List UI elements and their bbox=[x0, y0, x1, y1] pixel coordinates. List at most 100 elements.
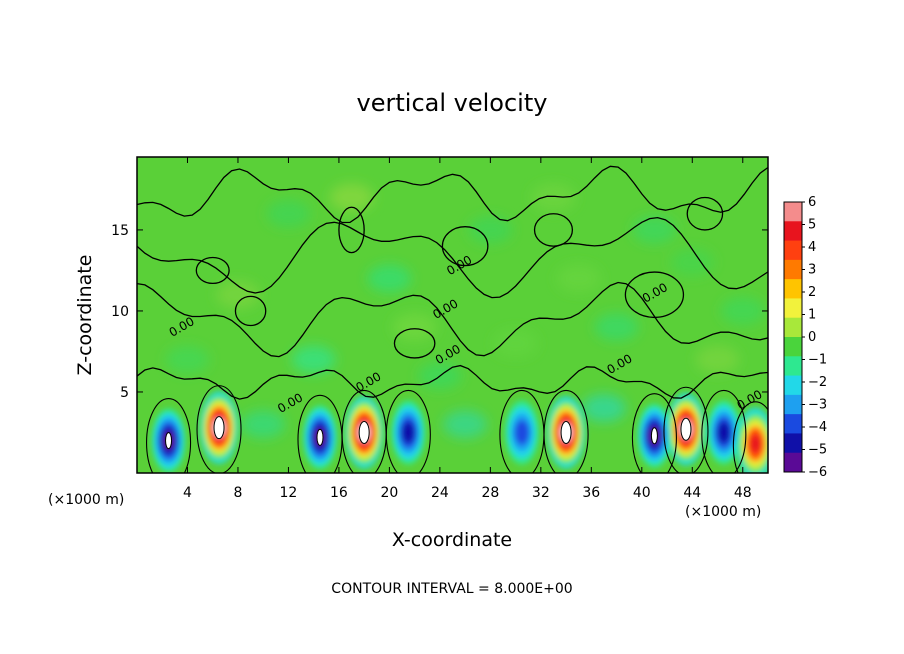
contour-line bbox=[137, 165, 768, 224]
y-tick-label: 10 bbox=[111, 304, 129, 320]
colorbar-swatch bbox=[784, 317, 802, 338]
downdraft-ring bbox=[717, 421, 731, 444]
field-patch bbox=[443, 410, 488, 439]
field-patch bbox=[720, 296, 765, 325]
colorbar-swatch bbox=[784, 375, 802, 396]
x-axis-label: X-coordinate bbox=[392, 529, 512, 551]
colorbar-swatch bbox=[784, 259, 802, 280]
cell-contour bbox=[631, 393, 677, 473]
field-patch bbox=[531, 183, 576, 212]
cell-contour bbox=[732, 401, 768, 473]
colorbar: 6 5 4 3 2 1 0 −1 −2 −3 −4 −5 −6 bbox=[783, 195, 827, 480]
colorbar-label: −3 bbox=[808, 398, 827, 413]
contour-loop bbox=[624, 271, 685, 319]
downdraft-core bbox=[316, 428, 324, 446]
contour-line bbox=[137, 281, 768, 358]
x-axis: 4 8 12 16 20 24 28 32 36 40 44 48 bbox=[183, 157, 752, 501]
field-patch bbox=[493, 329, 538, 358]
x-tick-label: 36 bbox=[582, 485, 600, 501]
y-tick-label: 15 bbox=[111, 223, 129, 239]
contour-loop bbox=[533, 213, 574, 247]
colorbar-swatch bbox=[784, 394, 802, 415]
field-patch bbox=[581, 394, 626, 423]
updraft-cell bbox=[345, 396, 384, 469]
field-patch bbox=[329, 183, 374, 212]
contour-loop bbox=[441, 226, 489, 267]
colorbar-label: −4 bbox=[808, 420, 827, 435]
colorbar-swatch bbox=[784, 202, 802, 222]
x-tick-label: 44 bbox=[683, 485, 701, 501]
downdraft-cell bbox=[504, 400, 539, 465]
downdraft-cell bbox=[391, 400, 426, 465]
contour-loop bbox=[393, 328, 436, 359]
contour-loop bbox=[195, 256, 230, 285]
downdraft-cell bbox=[706, 400, 741, 465]
downdraft-ring bbox=[402, 421, 415, 444]
field-patch bbox=[367, 264, 412, 293]
y-axis-label: Z-coordinate bbox=[74, 255, 96, 376]
x-tick-label: 32 bbox=[532, 485, 550, 501]
contour-line bbox=[137, 216, 768, 299]
colorbar-label: 0 bbox=[808, 330, 816, 345]
field-patch bbox=[695, 345, 740, 374]
updraft-ring bbox=[749, 435, 761, 453]
colorbar-swatch bbox=[784, 298, 802, 319]
colorbar-swatch bbox=[784, 433, 802, 454]
colorbar-swatch bbox=[784, 452, 802, 473]
field-patch bbox=[266, 199, 311, 228]
cell-contour bbox=[663, 386, 709, 473]
colorbar-swatch bbox=[784, 240, 802, 261]
cell-contour bbox=[297, 394, 343, 473]
contour-loop bbox=[234, 295, 267, 327]
field-patch bbox=[392, 313, 437, 342]
x-tick-label: 40 bbox=[633, 485, 651, 501]
colorbar-label: 5 bbox=[808, 218, 816, 233]
x-tick-label: 16 bbox=[330, 485, 348, 501]
field-patch bbox=[632, 215, 677, 244]
field-patch bbox=[468, 215, 513, 244]
colorbar-swatch bbox=[784, 414, 802, 434]
y-tick-label: 5 bbox=[120, 385, 129, 401]
contour-interval-note: CONTOUR INTERVAL = 8.000E+00 bbox=[331, 581, 572, 597]
plot-area: 0.000.000.000.000.000.000.000.000.00 bbox=[136, 156, 769, 474]
field-patch bbox=[215, 280, 260, 309]
field-patch bbox=[670, 248, 715, 277]
x-unit-label-right: (×1000 m) bbox=[685, 504, 761, 520]
field-patch bbox=[556, 264, 601, 293]
contour-lines bbox=[137, 165, 768, 473]
updraft-core bbox=[560, 420, 572, 444]
field-patch bbox=[165, 345, 210, 374]
x-tick-label: 4 bbox=[183, 485, 192, 501]
updraft-core bbox=[358, 420, 370, 444]
x-tick-label: 48 bbox=[734, 485, 752, 501]
colorbar-swatch bbox=[784, 337, 802, 357]
contour-line bbox=[137, 364, 768, 400]
updraft-core bbox=[213, 416, 225, 440]
colorbar-label: −2 bbox=[808, 375, 827, 390]
cell-contour bbox=[196, 385, 242, 473]
cell-contour bbox=[146, 398, 192, 473]
cell-contour bbox=[385, 389, 431, 473]
y-axis: 5 10 15 bbox=[111, 223, 768, 401]
cell-contour bbox=[499, 389, 545, 473]
colorbar-label: −6 bbox=[808, 465, 827, 480]
updraft-core bbox=[680, 417, 692, 441]
contour-loop bbox=[686, 196, 724, 231]
colorbar-label: 1 bbox=[808, 308, 816, 323]
updraft-cell bbox=[736, 407, 768, 473]
colorbar-label: −1 bbox=[808, 353, 827, 368]
x-unit-label-left: (×1000 m) bbox=[48, 492, 124, 508]
cell-contour bbox=[701, 389, 747, 473]
colorbar-label: 3 bbox=[808, 263, 816, 278]
field-patch bbox=[241, 410, 286, 439]
colorbar-label: 6 bbox=[808, 195, 816, 210]
x-tick-label: 20 bbox=[380, 485, 398, 501]
colorbar-swatch bbox=[784, 279, 802, 299]
downdraft-core bbox=[650, 427, 658, 445]
colorbar-swatch bbox=[784, 221, 802, 242]
field-patch bbox=[594, 313, 639, 342]
plot-frame bbox=[136, 156, 769, 474]
x-tick-label: 28 bbox=[481, 485, 499, 501]
field-patch bbox=[291, 345, 336, 374]
